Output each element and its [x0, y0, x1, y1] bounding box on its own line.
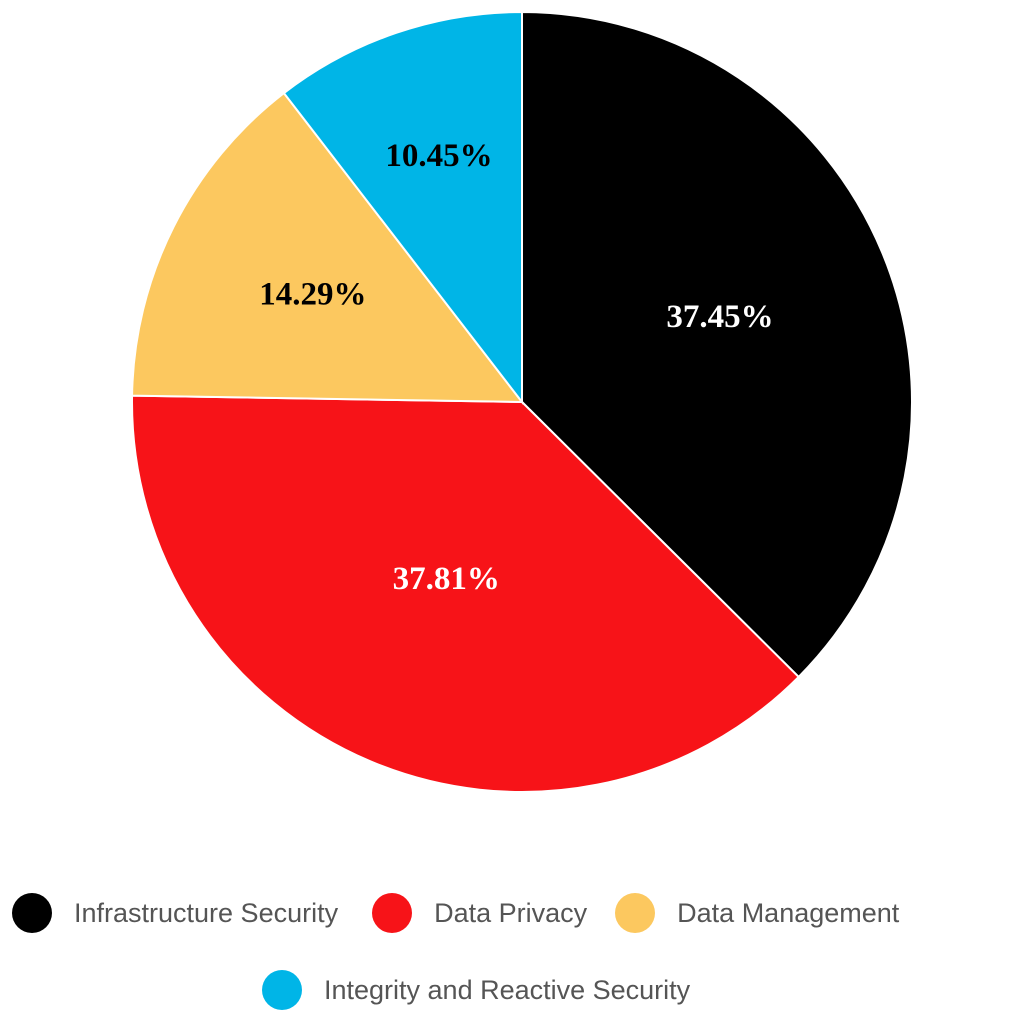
legend-marker-icon [12, 893, 52, 933]
legend-marker-icon [262, 970, 302, 1010]
legend-row-2: Integrity and Reactive Security [262, 970, 690, 1010]
pie-slice-infrastructure-security[interactable] [521, 10, 913, 679]
pie-slice-integrity-and-reactive-security[interactable] [282, 10, 523, 405]
pie-chart: 37.45% 37.81% 14.29% 10.45% [131, 10, 913, 793]
legend-label: Data Privacy [434, 897, 588, 928]
slice-value-label: 37.81% [393, 561, 500, 597]
pie-slices [131, 10, 913, 793]
legend-marker-icon [615, 893, 656, 933]
legend-item-data-management[interactable]: Data Management [615, 893, 899, 933]
pie-slice-data-management[interactable] [131, 91, 525, 404]
legend-label: Integrity and Reactive Security [324, 974, 691, 1005]
legend-item-integrity-and-reactive-security[interactable]: Integrity and Reactive Security [262, 970, 690, 1010]
pie-slice-labels: 37.45% 37.81% 14.29% 10.45% [259, 138, 773, 597]
legend-item-infrastructure-security[interactable]: Infrastructure Security [12, 893, 338, 933]
legend-label: Infrastructure Security [74, 897, 339, 928]
pie-slice-data-privacy[interactable] [131, 394, 801, 793]
slice-value-label: 10.45% [385, 138, 492, 174]
legend-marker-icon [372, 893, 413, 933]
legend-row-1: Infrastructure Security Data Privacy Dat… [12, 893, 899, 933]
legend-item-data-privacy[interactable]: Data Privacy [372, 893, 587, 933]
legend-label: Data Management [677, 897, 900, 928]
slice-value-label: 37.45% [666, 299, 773, 335]
slice-value-label: 14.29% [259, 277, 366, 313]
